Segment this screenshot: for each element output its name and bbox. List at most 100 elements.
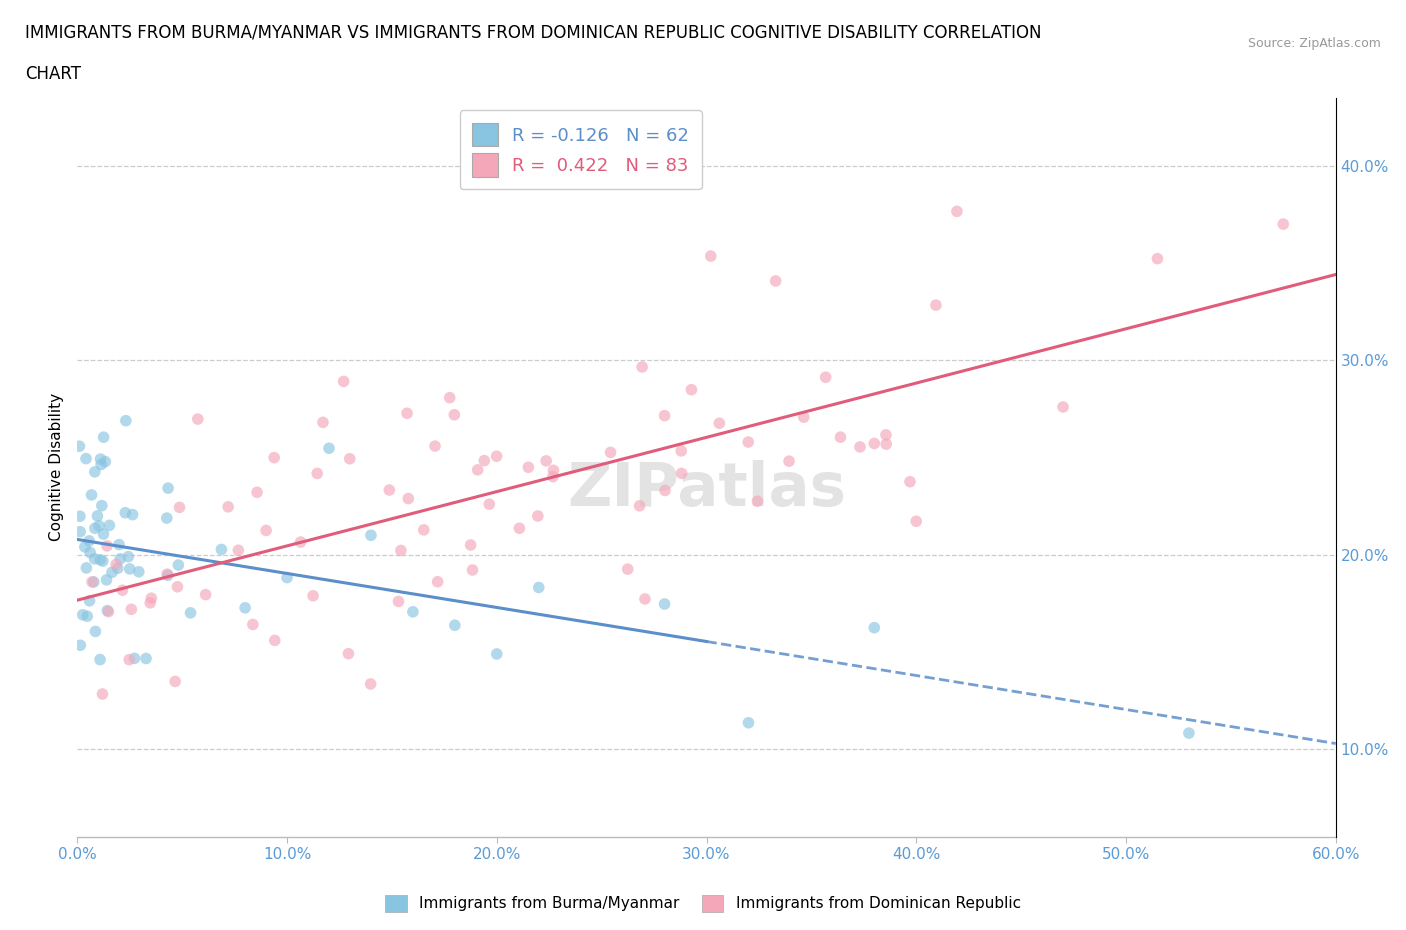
Point: [118, 562, 141, 577]
Point: [378, 483, 401, 498]
Text: ZIPatlas: ZIPatlas: [567, 460, 846, 519]
Point: [485, 449, 508, 464]
Point: [156, 568, 179, 583]
Point: [517, 459, 540, 474]
Point: [849, 440, 872, 455]
Point: [110, 551, 132, 566]
Point: [115, 413, 138, 428]
Point: [1146, 251, 1168, 266]
Point: [139, 595, 162, 610]
Point: [793, 410, 815, 425]
Point: [101, 565, 124, 579]
Point: [165, 674, 187, 689]
Point: [616, 562, 638, 577]
Point: [875, 428, 897, 443]
Point: [157, 481, 180, 496]
Point: [105, 557, 128, 572]
Point: [634, 591, 657, 606]
Point: [527, 509, 550, 524]
Point: [89, 452, 111, 467]
Point: [339, 451, 361, 466]
Point: [387, 594, 409, 609]
Point: [396, 405, 419, 420]
Point: [69, 509, 91, 524]
Point: [541, 470, 564, 485]
Point: [75, 451, 97, 466]
Point: [426, 575, 449, 590]
Point: [307, 466, 329, 481]
Point: [946, 204, 969, 219]
Text: IMMIGRANTS FROM BURMA/MYANMAR VS IMMIGRANTS FROM DOMINICAN REPUBLIC COGNITIVE DI: IMMIGRANTS FROM BURMA/MYANMAR VS IMMIGRA…: [25, 23, 1042, 41]
Point: [187, 412, 209, 427]
Point: [89, 552, 111, 567]
Point: [460, 538, 482, 552]
Point: [1178, 725, 1201, 740]
Point: [1272, 217, 1295, 232]
Point: [700, 248, 723, 263]
Point: [209, 542, 232, 557]
Point: [77, 534, 100, 549]
Point: [72, 607, 94, 622]
Point: [97, 604, 120, 619]
Y-axis label: Cognitive Disability: Cognitive Disability: [49, 393, 65, 541]
Point: [87, 518, 110, 533]
Point: [814, 370, 837, 385]
Point: [93, 526, 115, 541]
Point: [233, 601, 256, 616]
Point: [478, 497, 501, 512]
Point: [73, 539, 96, 554]
Point: [737, 715, 759, 730]
Point: [654, 483, 676, 498]
Point: [402, 604, 425, 619]
Point: [737, 434, 759, 449]
Point: [76, 609, 98, 624]
Point: [67, 439, 90, 454]
Point: [747, 494, 769, 509]
Point: [107, 561, 129, 576]
Point: [263, 450, 285, 465]
Legend: Immigrants from Burma/Myanmar, Immigrants from Dominican Republic: Immigrants from Burma/Myanmar, Immigrant…: [380, 889, 1026, 918]
Point: [654, 408, 676, 423]
Point: [91, 686, 114, 701]
Point: [169, 500, 191, 515]
Point: [439, 391, 461, 405]
Point: [337, 646, 360, 661]
Point: [96, 604, 118, 618]
Point: [90, 457, 112, 472]
Point: [69, 525, 91, 539]
Point: [709, 416, 731, 431]
Point: [472, 453, 495, 468]
Point: [628, 498, 651, 513]
Point: [96, 538, 118, 553]
Point: [86, 509, 108, 524]
Point: [863, 436, 886, 451]
Point: [124, 651, 146, 666]
Point: [121, 507, 143, 522]
Point: [925, 298, 948, 312]
Point: [443, 407, 465, 422]
Point: [79, 545, 101, 560]
Point: [263, 633, 285, 648]
Point: [111, 583, 134, 598]
Point: [875, 437, 897, 452]
Point: [156, 566, 179, 581]
Point: [120, 602, 142, 617]
Point: [228, 543, 250, 558]
Point: [108, 538, 131, 552]
Point: [485, 646, 508, 661]
Legend: R = -0.126   N = 62, R =  0.422   N = 83: R = -0.126 N = 62, R = 0.422 N = 83: [460, 111, 702, 190]
Point: [318, 441, 340, 456]
Point: [84, 521, 107, 536]
Point: [166, 579, 188, 594]
Point: [83, 464, 105, 479]
Point: [84, 624, 107, 639]
Point: [79, 593, 101, 608]
Point: [117, 550, 139, 565]
Point: [290, 535, 312, 550]
Point: [276, 570, 298, 585]
Point: [599, 445, 621, 459]
Point: [302, 589, 325, 604]
Point: [96, 572, 118, 587]
Point: [89, 652, 111, 667]
Point: [141, 591, 163, 605]
